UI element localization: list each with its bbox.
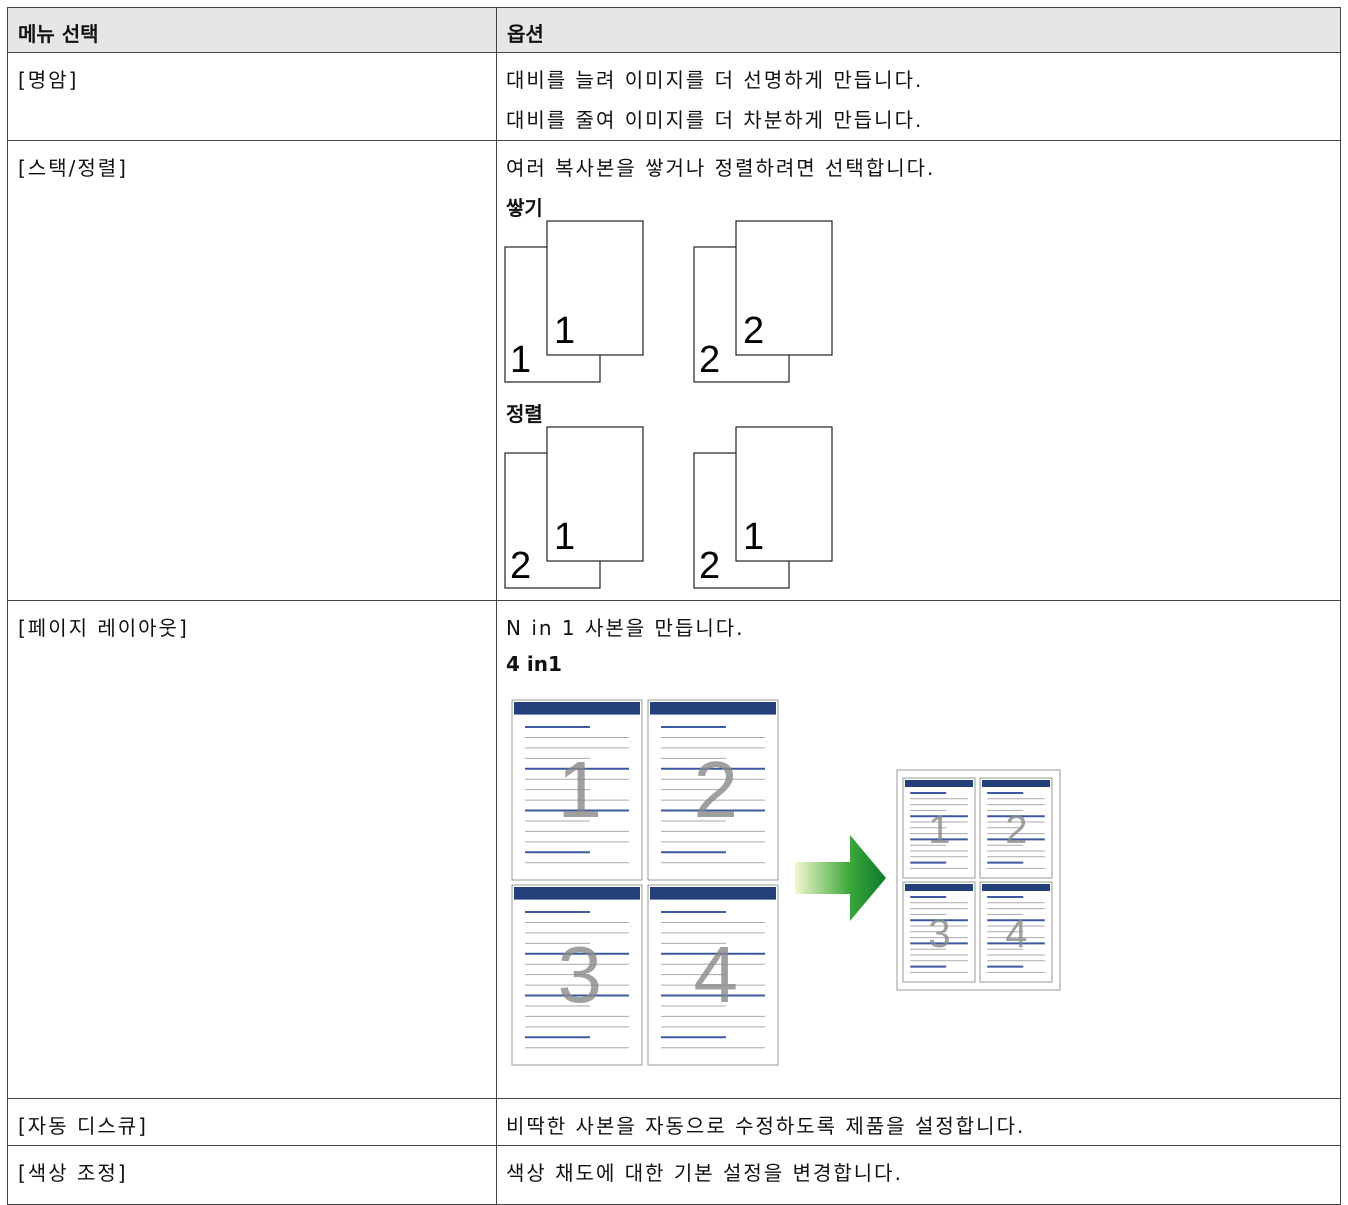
thumb-number: 1 <box>558 745 603 834</box>
header-text: 메뉴 선택 <box>18 22 99 46</box>
option-text: 비딱한 사본을 자동으로 수정하도록 제품을 설정합니다. <box>506 1114 1026 1138</box>
option-text: 여러 복사본을 쌓거나 정렬하려면 선택합니다. <box>506 156 936 180</box>
option-text: 대비를 늘려 이미지를 더 선명하게 만듭니다. <box>506 68 924 92</box>
thumb-header <box>650 887 776 900</box>
menu-text: [명암] <box>18 68 79 92</box>
option-text: N in 1 사본을 만듭니다. <box>506 616 745 640</box>
header-cell: 메뉴 선택 <box>7 7 497 53</box>
page-number: 1 <box>743 516 764 558</box>
thumb-header <box>514 702 640 715</box>
front-page <box>735 220 833 356</box>
thumb-header <box>905 884 973 891</box>
thumb-number: 4 <box>694 930 739 1019</box>
thumb-number: 2 <box>694 745 739 834</box>
page-number: 2 <box>743 310 764 352</box>
arrow <box>795 835 886 921</box>
sub-label: 쌓기 <box>506 196 543 220</box>
thumb-number: 3 <box>558 930 603 1019</box>
thumb-number: 2 <box>1005 808 1027 852</box>
option-text: 대비를 줄여 이미지를 더 차분하게 만듭니다. <box>506 108 924 132</box>
sub-label: 4 in1 <box>506 652 562 676</box>
page-number: 1 <box>510 339 531 381</box>
header-text: 옵션 <box>507 22 544 46</box>
sub-label: 정렬 <box>506 402 543 426</box>
menu-text: [페이지 레이아웃] <box>18 616 189 640</box>
thumb-header <box>514 887 640 900</box>
page-number: 1 <box>554 310 575 352</box>
thumb-number: 4 <box>1005 912 1027 956</box>
page-number: 2 <box>699 339 720 381</box>
thumb-header <box>905 780 973 787</box>
page-number: 2 <box>510 545 531 587</box>
front-page <box>546 220 644 356</box>
option-text: 색상 채도에 대한 기본 설정을 변경합니다. <box>506 1161 903 1185</box>
thumb-header <box>650 702 776 715</box>
page-number: 2 <box>699 545 720 587</box>
front-page <box>546 426 644 562</box>
page-number: 1 <box>554 516 575 558</box>
thumb-number: 3 <box>928 912 950 956</box>
thumb-header <box>982 780 1050 787</box>
menu-text: [스택/정렬] <box>18 156 128 180</box>
front-page <box>735 426 833 562</box>
thumb-header <box>982 884 1050 891</box>
menu-text: [색상 조정] <box>18 1161 128 1185</box>
menu-text: [자동 디스큐] <box>18 1114 148 1138</box>
thumb-number: 1 <box>928 808 950 852</box>
